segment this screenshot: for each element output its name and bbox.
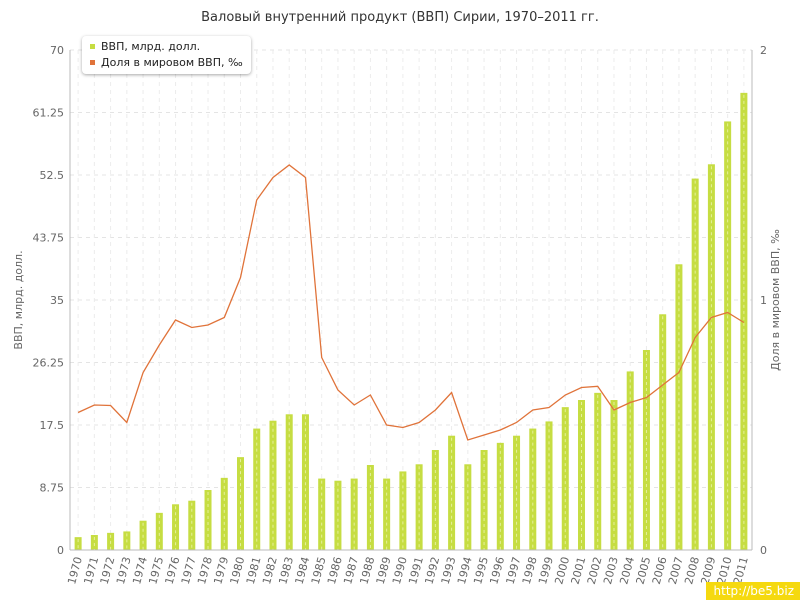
gdp-bar[interactable] [301,414,309,550]
y-tick-left: 26.25 [33,357,65,370]
gdp-bar[interactable] [350,478,358,550]
y-tick-left: 8.75 [40,482,65,495]
y-tick-right: 2 [760,44,767,57]
gdp-bar[interactable] [366,465,374,550]
gdp-bar[interactable] [561,407,569,550]
y-tick-left: 17.5 [40,419,65,432]
gdp-bar[interactable] [464,464,472,550]
legend-label-gdp: ВВП, млрд. долл. [101,39,201,53]
gdp-bar[interactable] [74,537,82,550]
gdp-bar[interactable] [415,464,423,550]
gdp-bar[interactable] [740,92,748,550]
y-tick-left: 61.25 [33,107,65,120]
gdp-bar[interactable] [253,428,261,550]
y-tick-left: 43.75 [33,232,65,245]
y-tick-left: 52.5 [40,169,65,182]
y-tick-right: 0 [760,544,767,557]
y-tick-left: 70 [50,44,64,57]
gdp-bar[interactable] [204,490,212,550]
legend-swatch-gdp [90,43,95,49]
legend-item-gdp[interactable]: ВВП, млрд. долл. [90,38,243,54]
legend-swatch-share [90,59,95,65]
gdp-bar[interactable] [220,477,228,550]
y-tick-right: 1 [760,294,767,307]
legend-label-share: Доля в мировом ВВП, ‰ [101,55,243,69]
world-share-line-group [77,164,745,441]
legend: ВВП, млрд. долл. Доля в мировом ВВП, ‰ [82,36,251,74]
gdp-bar[interactable] [188,500,196,550]
gdp-bar[interactable] [90,535,98,550]
gdp-bars [74,92,748,551]
gdp-bar[interactable] [383,478,391,550]
y-axis-right-label: Доля в мировом ВВП, ‰ [769,229,782,371]
y-tick-left: 35 [50,294,64,307]
y-tick-left: 0 [57,544,64,557]
world-share-line[interactable] [77,164,745,441]
gdp-bar[interactable] [285,414,293,550]
gdp-bar[interactable] [594,392,602,550]
chart-title: Валовый внутренний продукт (ВВП) Сирии, … [201,10,599,25]
gdp-bar[interactable] [496,442,504,550]
gdp-bar[interactable] [155,512,163,550]
gdp-bar[interactable] [529,428,537,550]
gdp-bar[interactable] [691,178,699,551]
y-axis-left-label: ВВП, млрд. долл. [12,250,25,349]
gdp-bar[interactable] [626,371,634,550]
gdp-bar[interactable] [318,478,326,550]
legend-item-share[interactable]: Доля в мировом ВВП, ‰ [90,54,243,70]
watermark-link[interactable]: http://be5.biz [705,582,800,600]
gdp-bar[interactable] [707,164,715,551]
